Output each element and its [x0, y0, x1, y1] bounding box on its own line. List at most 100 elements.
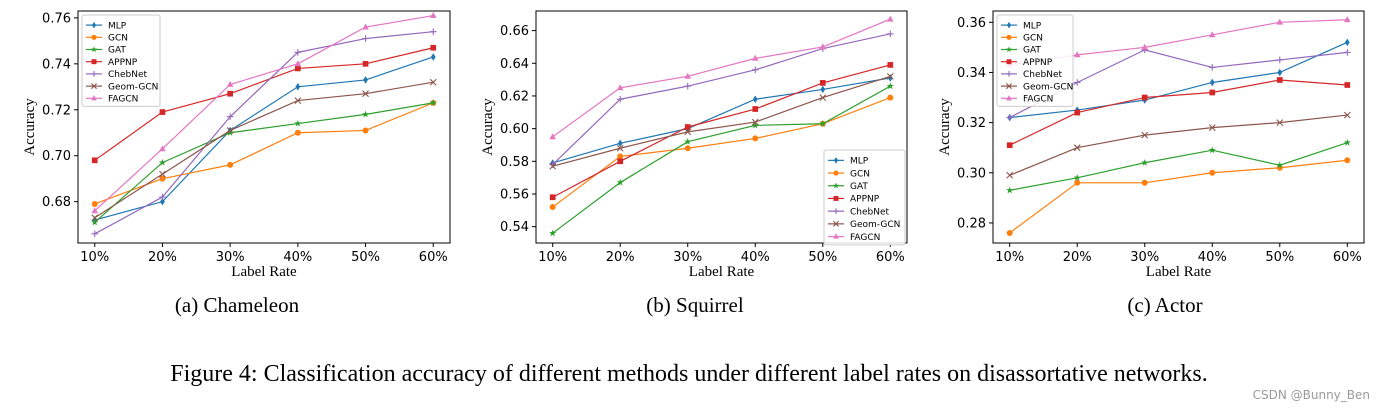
data-point [226, 80, 234, 87]
legend-marker [833, 195, 839, 201]
series-geom-gcn [549, 72, 894, 170]
data-point [227, 90, 233, 97]
x-tick-label: 10% [80, 250, 109, 265]
data-point [1276, 18, 1284, 25]
legend-entry: ChebNet [828, 207, 890, 217]
series-line [552, 85, 891, 234]
legend-entry: Geom-GCN [86, 82, 158, 92]
data-point [1344, 49, 1351, 56]
legend-entry: GAT [1001, 46, 1041, 56]
plot-frame [992, 10, 1365, 244]
legend-marker [1006, 83, 1012, 90]
series-line [1009, 114, 1348, 176]
legend-marker [91, 95, 97, 101]
legend-label: FAGCN [850, 233, 880, 243]
series-line [552, 33, 891, 166]
legend-marker [90, 46, 98, 53]
legend-entry: FAGCN [86, 95, 138, 105]
y-axis-label: Accuracy [480, 98, 496, 156]
data-point [616, 95, 624, 103]
data-point [1344, 16, 1351, 23]
data-point [887, 94, 894, 101]
data-point [1276, 119, 1284, 126]
subcaption-chameleon: (a) Chameleon [174, 293, 300, 317]
y-tick-label: 0.56 [500, 187, 529, 202]
series-gcn [1006, 157, 1351, 236]
data-point [684, 124, 691, 130]
data-point [91, 214, 99, 222]
x-tick-label: 10% [995, 250, 1024, 265]
series-line [552, 75, 891, 167]
x-tick-label: 20% [606, 250, 635, 265]
series-geom-gcn [1006, 111, 1351, 179]
x-tick-label: 50% [808, 250, 837, 265]
subcaption-squirrel: (b) Squirrel [646, 293, 744, 317]
data-point [294, 49, 302, 56]
y-tick-label: 0.68 [42, 195, 71, 210]
legend-entry: APPNP [828, 195, 880, 205]
y-tick-label: 0.72 [42, 103, 71, 118]
data-point [1344, 157, 1351, 164]
data-point [1006, 142, 1013, 149]
data-point [1006, 186, 1014, 194]
legend-label: Geom-GCN [1023, 82, 1073, 92]
x-tick-label: 60% [876, 250, 905, 265]
series-appnp [549, 62, 894, 201]
data-point [429, 11, 437, 18]
data-point [1006, 171, 1014, 179]
data-point [226, 127, 234, 134]
series-line [1009, 159, 1348, 234]
series-line [552, 18, 891, 138]
x-tick-label: 50% [351, 250, 380, 265]
data-point [617, 153, 624, 160]
data-point [429, 28, 437, 35]
x-tick-label: 10% [538, 250, 567, 265]
data-point [684, 137, 692, 145]
chart-actor: 0.28 0.30 0.32 0.34 0.36 10% 20% 30% 40% 50% 60% La… [937, 10, 1365, 280]
data-point [751, 118, 759, 126]
data-point [819, 43, 827, 50]
data-point [1141, 43, 1149, 50]
series-gat [1006, 138, 1351, 194]
data-point [617, 158, 624, 165]
legend-marker [832, 182, 840, 189]
legend-entry: Geom-GCN [828, 220, 900, 230]
x-axis-label: Label Rate [1146, 264, 1212, 280]
legend-marker [833, 208, 839, 215]
legend-marker [833, 170, 839, 176]
y-tick-label: 0.30 [957, 166, 986, 181]
legend-marker [91, 59, 97, 65]
data-point [819, 94, 827, 101]
data-point [1343, 138, 1351, 146]
x-tick-label: 20% [1063, 250, 1092, 265]
data-point [295, 83, 301, 91]
data-point [362, 90, 369, 98]
data-point [362, 23, 369, 30]
series-line [94, 102, 434, 223]
data-point [1344, 82, 1351, 88]
legend-label: FAGCN [1023, 95, 1053, 105]
data-point [684, 128, 692, 136]
legend-label: Geom-GCN [850, 220, 900, 230]
data-point [616, 178, 624, 186]
watermark: CSDN @Bunny_Ben [1252, 388, 1370, 402]
legend-marker [833, 220, 839, 227]
legend-label: ChebNet [1023, 70, 1063, 80]
series-line [94, 14, 434, 212]
data-point [361, 110, 370, 118]
data-point [1208, 31, 1216, 38]
series-line [1009, 142, 1348, 191]
series-appnp [1006, 77, 1351, 149]
y-tick-label: 0.74 [42, 57, 71, 72]
data-point [91, 207, 99, 214]
data-point [549, 229, 557, 237]
data-point [1208, 64, 1216, 71]
data-point [295, 65, 301, 72]
data-point [294, 129, 301, 136]
legend-label: APPNP [850, 195, 880, 205]
legend-label: GCN [1023, 34, 1043, 44]
chart-chameleon: 0.68 0.70 0.72 0.74 0.76 10% 20% 30% 40% 50% 60% La… [22, 10, 451, 280]
data-point [1073, 144, 1081, 152]
data-point [1343, 111, 1351, 119]
data-point [751, 54, 759, 61]
